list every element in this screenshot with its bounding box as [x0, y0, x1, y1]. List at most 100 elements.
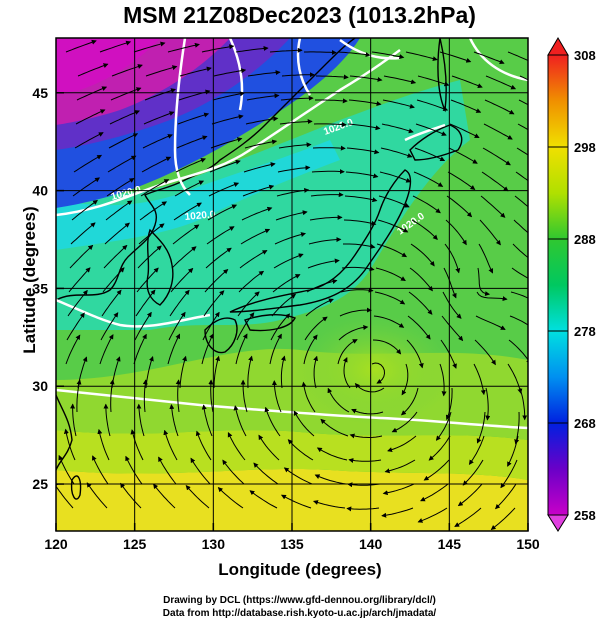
streamline: [168, 311, 186, 341]
streamline: [100, 312, 119, 341]
streamline: [378, 195, 410, 208]
streamline: [190, 457, 211, 485]
streamline: [383, 75, 417, 85]
streamline: [381, 123, 414, 134]
streamline: [309, 214, 343, 221]
streamline: [130, 429, 144, 461]
x-tick-label: 145: [438, 536, 462, 552]
streamline: [343, 243, 376, 249]
streamline: [103, 403, 111, 437]
streamline: [484, 99, 515, 115]
streamline: [111, 64, 143, 77]
streamline: [136, 267, 159, 293]
x-axis: 120 125 130 135 140 145 150: [44, 523, 540, 552]
streamline: [474, 339, 496, 366]
credit-data-source: Data from http://database.rish.kyoto-u.a…: [162, 608, 437, 619]
streamline: [280, 355, 286, 389]
streamline: [210, 137, 243, 149]
streamline: [65, 39, 97, 53]
streamline: [281, 72, 315, 78]
streamline: [99, 334, 114, 365]
streamline: [141, 156, 172, 173]
streamline: [345, 171, 379, 179]
streamline: [337, 51, 371, 58]
streamline: [348, 458, 382, 463]
x-tick-label: 140: [359, 536, 383, 552]
streamline: [443, 267, 457, 299]
streamline: [340, 287, 374, 293]
streamline: [509, 315, 528, 326]
streamline: [209, 159, 241, 173]
streamline: [97, 428, 110, 461]
streamline: [138, 223, 165, 245]
streamline: [473, 51, 505, 65]
streamline: [347, 482, 381, 488]
streamline: [173, 202, 202, 221]
streamline: [277, 165, 311, 173]
streamline: [417, 507, 448, 523]
streamline: [185, 484, 210, 509]
colorbar-tick-label: 288: [574, 232, 596, 247]
streamline: [107, 155, 137, 173]
streamline: [447, 171, 476, 191]
streamline: [201, 333, 214, 365]
streamline: [327, 387, 350, 413]
streamline: [457, 483, 483, 507]
streamline: [407, 315, 431, 340]
streamline: [384, 459, 416, 474]
streamline: [106, 178, 135, 197]
streamline: [66, 312, 85, 341]
streamline: [58, 454, 75, 485]
streamline: [511, 267, 528, 279]
streamline: [278, 142, 312, 149]
streamline: [341, 266, 375, 272]
streamline: [480, 195, 506, 218]
streamline: [176, 135, 208, 149]
streamline: [413, 171, 444, 187]
streamline: [454, 507, 482, 527]
streamline: [179, 66, 212, 77]
streamline: [108, 133, 139, 149]
streamline: [372, 339, 402, 355]
streamline: [76, 379, 82, 413]
streamline: [109, 379, 115, 413]
colorbar-top-triangle: [547, 37, 569, 56]
streamline: [101, 289, 122, 317]
streamline: [305, 298, 334, 317]
streamline: [490, 507, 516, 531]
y-tick-label: 35: [32, 280, 48, 296]
streamline: [518, 99, 528, 106]
streamline: [354, 382, 385, 393]
streamline: [103, 244, 128, 269]
streamline: [167, 42, 200, 53]
streamline: [477, 267, 491, 297]
streamline: [408, 291, 433, 315]
streamline: [177, 112, 210, 125]
streamline: [142, 134, 173, 149]
map-title: MSM 21Z08Dec2023 (1013.2hPa): [123, 2, 476, 28]
wind-streamlines: [56, 39, 528, 531]
streamline: [451, 75, 483, 88]
streamline: [483, 123, 513, 140]
streamline: [351, 408, 384, 415]
streamline: [174, 180, 205, 197]
streamline: [337, 339, 358, 365]
streamline: [303, 334, 318, 365]
streamline: [344, 195, 378, 203]
streamline: [409, 267, 433, 292]
streamline: [264, 406, 281, 437]
streamline: [417, 75, 450, 87]
streamline: [202, 311, 220, 341]
streamline: [512, 243, 528, 259]
streamline: [70, 403, 77, 437]
streamline: [171, 246, 197, 269]
streamline: [313, 122, 347, 128]
streamline: [380, 147, 413, 158]
streamline: [315, 98, 348, 104]
streamline: [201, 404, 213, 437]
streamline: [137, 245, 162, 269]
streamline: [391, 411, 418, 433]
streamline: [143, 111, 175, 125]
streamline: [235, 45, 269, 53]
colorbar-bottom-triangle: [547, 514, 569, 532]
